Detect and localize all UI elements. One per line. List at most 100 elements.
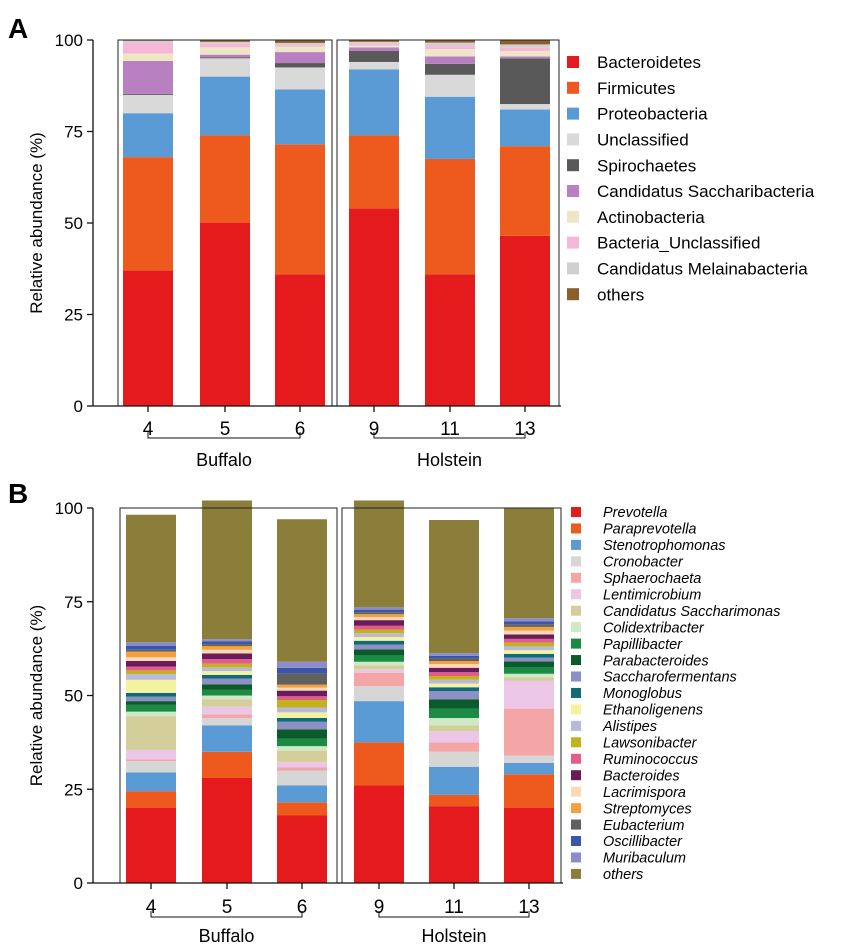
panel-b-ytick-label: 100: [55, 499, 83, 518]
panel-b-bar-6-bacteroides: [277, 690, 327, 697]
panel-a-legend-label-firmicutes: Firmicutes: [597, 79, 675, 98]
panel-b-bar-6-eubacterium: [277, 673, 327, 685]
panel-b-bar-4-streptomyces: [126, 651, 176, 658]
panel-b-legend-swatch-eubacterium: [571, 819, 581, 830]
panel-a-bar-11-bacteroidetes: [425, 274, 475, 406]
panel-a-bar-11-candidatus-saccharibacteria: [425, 56, 475, 64]
panel-a-ytick-label: 25: [64, 306, 83, 325]
panel-b-bar-4-colidextribacter: [126, 711, 176, 717]
panel-a-legend-swatch-candidatus-saccharibacteria: [567, 185, 579, 197]
panel-b-bar-6-papillibacter: [277, 738, 327, 747]
panel-b-bar-5-oscillibacter: [202, 641, 252, 645]
panel-b-bar-4-stenotrophomonas: [126, 772, 176, 792]
panel-a-bar-6-bacteroidetes: [275, 274, 325, 406]
panel-a-legend-swatch-candidatus-melainabacteria: [567, 262, 579, 275]
panel-b-bar-4-parabacteroides: [126, 701, 176, 705]
panel-b-legend-label-streptomyces: Streptomyces: [603, 801, 692, 817]
panel-b-bar-13-ethanoligenens: [504, 650, 554, 654]
panel-b-bar-11-monoglobus: [429, 687, 479, 691]
panel-a-bar-13-bacteria-unclassified: [500, 47, 550, 51]
panel-b-legend-label-lentimicrobium: Lentimicrobium: [603, 587, 701, 603]
panel-a-bar-5-bacteria-unclassified: [200, 43, 250, 48]
panel-a-xtick-label-9: 9: [369, 419, 380, 440]
panel-b-bar-9-ethanoligenens: [354, 637, 404, 641]
panel-a-bar-5-candidatus-melainabacteria: [200, 41, 250, 44]
panel-a-bar-13-bacteroidetes: [500, 235, 550, 406]
panel-b-legend-swatch-ruminococcus: [571, 753, 581, 764]
panel-b-bar-13-monoglobus: [504, 653, 554, 658]
panel-b-bar-9-oscillibacter: [354, 609, 404, 613]
panel-b-bar-6-monoglobus: [277, 718, 327, 722]
panel-b-xtick-label-9: 9: [374, 897, 385, 918]
panel-b-bar-5-lentimicrobium: [202, 706, 252, 715]
panel-a-bar-5-bacteroidetes: [200, 223, 250, 406]
panel-b-bar-4-others: [126, 514, 176, 643]
panel-b-bar-13-oscillibacter: [504, 621, 554, 625]
panel-b-bar-11-eubacterium: [429, 658, 479, 662]
panel-a-legend-label-bacteroidetes: Bacteroidetes: [597, 53, 701, 72]
panel-a-bar-9-firmicutes: [349, 135, 399, 209]
panel-b-bar-5-ethanoligenens: [202, 671, 252, 675]
panel-b-legend-swatch-lentimicrobium: [571, 589, 581, 600]
panel-b-legend-swatch-streptomyces: [571, 803, 581, 814]
panel-a-bar-11-firmicutes: [425, 158, 475, 275]
panel-a-bar-4-firmicutes: [123, 157, 173, 271]
panel-b-bar-4-eubacterium: [126, 649, 176, 652]
panel-b-bar-11-others: [429, 520, 479, 654]
panel-b-bar-13-lentimicrobium: [504, 680, 554, 709]
panel-a-bar-6-actinobacteria: [275, 46, 325, 53]
panel-b-bar-9-others: [354, 500, 404, 608]
panel-a-ytick-label: 0: [74, 397, 83, 416]
panel-b-bar-5-parabacteroides: [202, 684, 252, 690]
panel-b-bar-13-alistipes: [504, 646, 554, 651]
panel-a-bar-5-proteobacteria: [200, 76, 250, 136]
panel-a-legend-swatch-unclassified: [567, 133, 579, 146]
panel-b-xtick-label-13: 13: [518, 897, 539, 918]
panel-b-bar-13-lacrimispora: [504, 630, 554, 635]
panel-b-legend-label-cronobacter: Cronobacter: [603, 555, 684, 571]
panel-b-bar-13-cronobacter: [504, 755, 554, 763]
panel-b-bar-9-lawsonibacter: [354, 629, 404, 634]
panel-b-bar-9-candidatus-saccharimonas: [354, 665, 404, 670]
panel-b-legend-swatch-alistipes: [571, 720, 581, 731]
panel-b-legend-label-ruminococcus: Ruminococcus: [603, 752, 698, 768]
panel-b-legend-label-others: others: [603, 867, 643, 883]
panel-a-legend-swatch-others: [567, 288, 579, 301]
panel-a-bar-11-spirochaetes: [425, 63, 475, 75]
panel-b-legend-label-papillibacter: Papillibacter: [603, 637, 683, 653]
panel-b-legend-swatch-papillibacter: [571, 638, 581, 649]
panel-b-bar-13-muribaculum: [504, 618, 554, 622]
panel-b-bar-6-streptomyces: [277, 684, 327, 688]
panel-b-bar-6-ethanoligenens: [277, 712, 327, 719]
panel-b-bar-4-ethanoligenens: [126, 679, 176, 693]
panel-a-legend-swatch-proteobacteria: [567, 107, 579, 120]
panel-b-bar-11-lentimicrobium: [429, 731, 479, 743]
panel-b-legend-swatch-others: [571, 868, 581, 879]
panel-b-bar-6-prevotella: [277, 815, 327, 883]
panel-a-bar-6-candidatus-melainabacteria: [275, 42, 325, 45]
panel-b-bar-4-candidatus-saccharimonas: [126, 716, 176, 750]
panel-a-bar-5-firmicutes: [200, 135, 250, 223]
panel-a-bar-5-spirochaetes: [200, 57, 250, 59]
panel-b-group-bracket-holstein: [378, 911, 530, 918]
panel-b-legend-swatch-lacrimispora: [571, 786, 581, 797]
panel-a-bar-4-unclassified: [123, 94, 173, 114]
panel-b-bar-9-lentimicrobium: [354, 669, 404, 673]
panel-b-bar-9-muribaculum: [354, 607, 404, 610]
panel-b-ytick-label: 50: [64, 687, 83, 706]
panel-a-ytick-label: 75: [64, 123, 83, 142]
panel-b-bar-5-streptomyces: [202, 646, 252, 650]
panel-b-group-bracket-buffalo: [150, 911, 303, 918]
panel-b-bar-11-muribaculum: [429, 653, 479, 656]
panel-b-bar-5-bacteroides: [202, 653, 252, 660]
panel-b-bar-13-sphaerochaeta: [504, 708, 554, 756]
panel-b-bar-9-colidextribacter: [354, 661, 404, 666]
panel-b-bar-9-parabacteroides: [354, 649, 404, 656]
panel-b-bar-11-paraprevotella: [429, 794, 479, 807]
panel-b-bar-9-saccharofermentans: [354, 644, 404, 650]
panel-b-bar-11-papillibacter: [429, 708, 479, 719]
panel-b-xtick-label-11: 11: [444, 897, 464, 918]
panel-b-bar-6-sphaerochaeta: [277, 767, 327, 771]
panel-b-legend-swatch-parabacteroides: [571, 655, 581, 666]
panel-b-legend-label-lacrimispora: Lacrimispora: [603, 785, 686, 801]
